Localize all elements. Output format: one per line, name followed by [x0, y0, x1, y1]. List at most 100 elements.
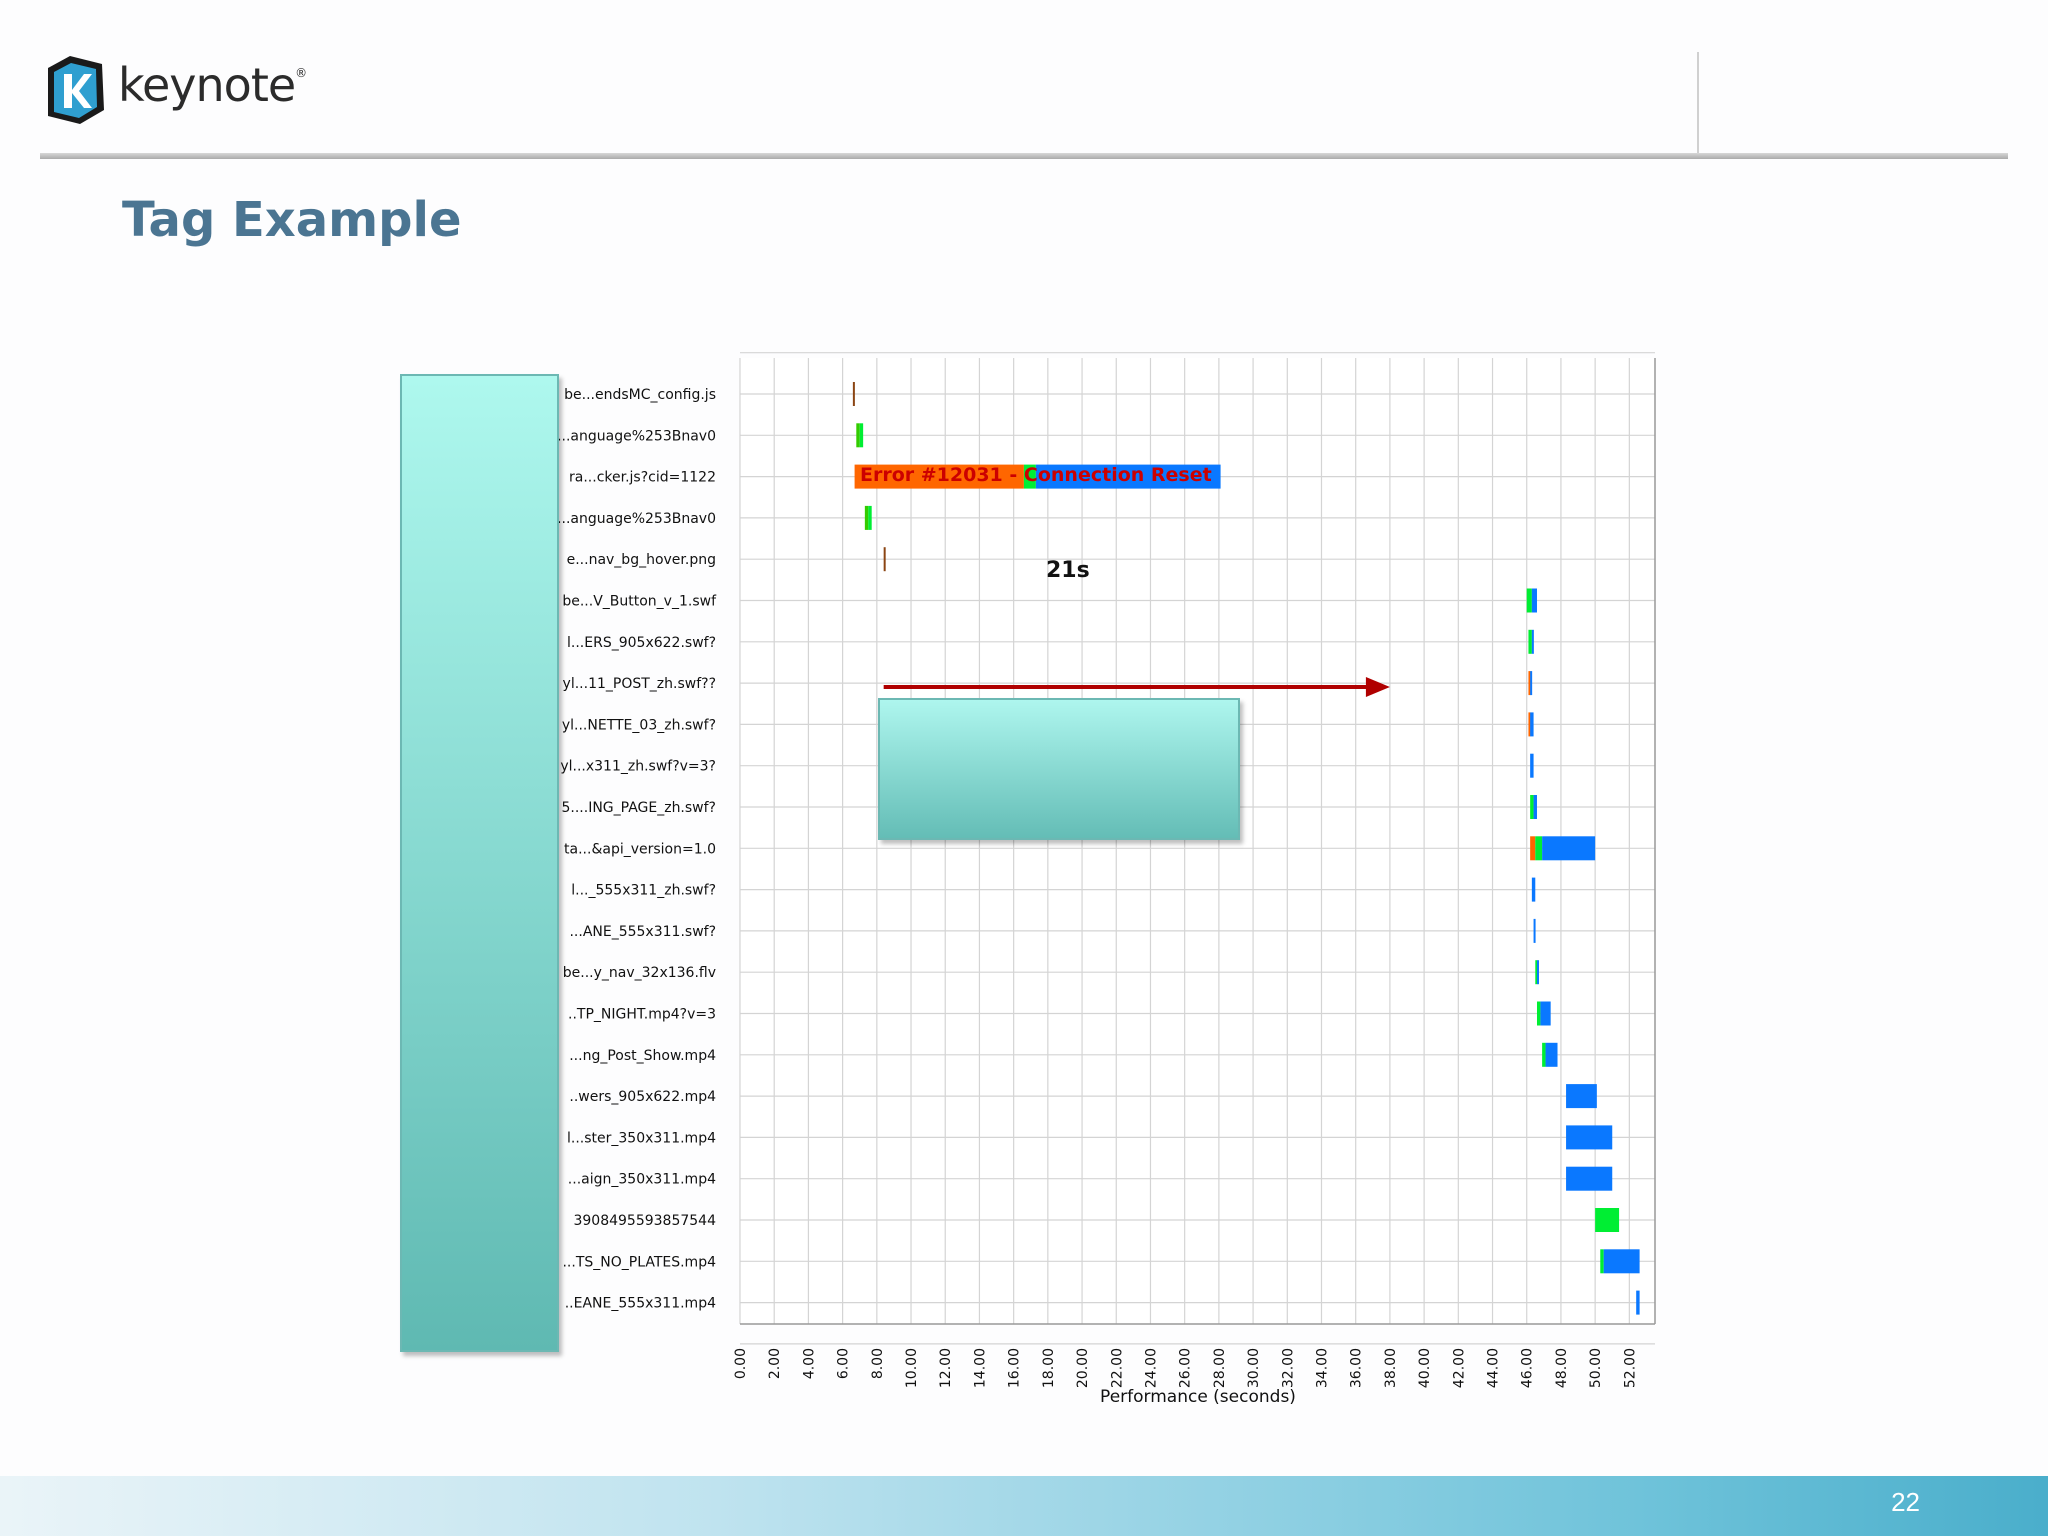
x-tick-label: 0.00	[733, 1348, 749, 1379]
row-label: e...nav_bg_hover.png	[567, 552, 716, 568]
timing-bar-segment	[1526, 588, 1532, 613]
x-tick-label: 28.00	[1212, 1348, 1228, 1388]
timing-bar-segment	[1600, 1249, 1604, 1274]
timing-bar-segment	[859, 423, 864, 448]
row-label: ...aign_350x311.mp4	[568, 1172, 716, 1188]
row-label: ...TS_NO_PLATES.mp4	[562, 1254, 716, 1270]
row-label: ..wers_905x622.mp4	[569, 1089, 716, 1105]
slide-title: Tag Example	[122, 192, 462, 248]
timing-bar-segment	[1023, 464, 1036, 489]
row-label: ...anguage%253Bnav0	[557, 428, 716, 444]
error-annotation: Error #12031 - Connection Reset	[860, 464, 1212, 486]
x-tick-label: 4.00	[801, 1348, 817, 1379]
redaction-panel-left	[400, 374, 559, 1352]
plot-area	[740, 358, 1655, 1324]
x-axis-label: Performance (seconds)	[1100, 1387, 1296, 1407]
row-labels: be...endsMC_config.js ...anguage%253Bnav0…	[557, 387, 717, 1312]
timing-bar-segment	[1530, 753, 1534, 778]
row-label: 5....ING_PAGE_zh.swf?	[561, 800, 716, 816]
timing-bar-segment	[1035, 464, 1221, 489]
waterfall-chart: be...endsMC_config.js ...anguage%253Bnav0…	[557, 352, 1656, 1407]
header-rule	[40, 153, 2008, 159]
x-tick-label: 18.00	[1041, 1348, 1057, 1388]
x-tick-label: 52.00	[1622, 1348, 1638, 1388]
timing-bar-segment	[1530, 795, 1534, 819]
x-tick-label: 42.00	[1451, 1348, 1467, 1388]
timing-bar-segment	[1536, 960, 1539, 985]
row-label: l..._555x311_zh.swf?	[571, 883, 716, 899]
timing-bar-segment	[854, 464, 1024, 489]
timing-bar-segment	[1528, 629, 1532, 654]
row-label: ..TP_NIGHT.mp4?v=3	[568, 1007, 716, 1023]
page-number: 22	[1891, 1487, 1920, 1517]
x-tick-label: 6.00	[836, 1348, 852, 1379]
timing-bar-segment	[1531, 588, 1537, 613]
x-tick-label: 44.00	[1486, 1348, 1502, 1388]
timing-bars	[852, 382, 1640, 1315]
x-tick-label: 16.00	[1007, 1348, 1023, 1388]
timing-bar-segment	[856, 423, 860, 448]
timing-bar-segment	[1528, 671, 1531, 696]
timing-bar-segment	[1530, 836, 1536, 861]
row-label: l...ERS_905x622.swf?	[567, 635, 716, 651]
slide-header: keynote®	[0, 0, 2048, 160]
timing-bar-segment	[1533, 918, 1536, 943]
x-tick-label: 2.00	[767, 1348, 783, 1379]
x-tick-label: 32.00	[1280, 1348, 1296, 1388]
timing-bar-segment	[868, 505, 872, 530]
row-label: yl...x311_zh.swf?v=3?	[560, 759, 716, 775]
timing-bar-segment	[1530, 712, 1534, 737]
x-tick-label: 22.00	[1109, 1348, 1125, 1388]
x-tick-label: 38.00	[1383, 1348, 1399, 1388]
error-label: Error #12031 - Connection Reset	[860, 464, 1212, 486]
x-tick-label: 50.00	[1588, 1348, 1604, 1388]
registered-mark: ®	[295, 66, 307, 80]
row-label: yl...11_POST_zh.swf??	[563, 676, 716, 692]
x-tick-label: 24.00	[1143, 1348, 1159, 1388]
x-tick-label: 14.00	[972, 1348, 988, 1388]
timing-bar-segment	[1566, 1125, 1613, 1150]
timing-bar-segment	[1636, 1290, 1640, 1315]
footer-band	[0, 1476, 2048, 1536]
grid-lines	[739, 352, 1656, 1345]
timing-bar-segment	[883, 547, 886, 572]
arrow-head	[1365, 677, 1390, 697]
timing-bar-segment	[1531, 877, 1536, 902]
error-code-text: Error #12031 -	[860, 464, 1024, 486]
row-label: l...ster_350x311.mp4	[567, 1130, 716, 1146]
timing-bar-segment	[1531, 629, 1534, 654]
row-label: ..EANE_555x311.mp4	[565, 1296, 716, 1312]
timing-bar-segment	[1566, 1084, 1597, 1109]
error-reason-text: Connection Reset	[1024, 464, 1212, 486]
row-label: be...y_nav_32x136.flv	[563, 965, 716, 981]
x-tick-label: 46.00	[1520, 1348, 1536, 1388]
timing-bar-segment	[1535, 960, 1538, 985]
timing-bar-segment	[1542, 836, 1596, 861]
x-tick-label: 40.00	[1417, 1348, 1433, 1388]
brand-name: keynote®	[118, 58, 307, 112]
x-tick-labels: 0.00 2.00 4.00 6.00 8.00 10.00 12.00 14.00 16.00…	[733, 1348, 1638, 1388]
x-tick-label: 20.00	[1075, 1348, 1091, 1388]
redaction-panel-middle	[878, 698, 1240, 840]
x-tick-label: 48.00	[1554, 1348, 1570, 1388]
x-tick-label: 30.00	[1246, 1348, 1262, 1388]
duration-label: 21s	[1046, 558, 1090, 583]
header-divider	[1697, 52, 1699, 155]
timing-bar-segment	[1540, 1001, 1551, 1026]
timing-bar-segment	[1528, 712, 1531, 737]
x-tick-label: 10.00	[904, 1348, 920, 1388]
x-tick-label: 26.00	[1178, 1348, 1194, 1388]
keynote-logo-icon	[40, 52, 110, 128]
timing-bar-segment	[1533, 795, 1537, 819]
x-tick-label: 36.00	[1349, 1348, 1365, 1388]
x-tick-label: 12.00	[938, 1348, 954, 1388]
timing-bar-segment	[1535, 836, 1543, 861]
row-label: 3908495593857544	[573, 1213, 716, 1229]
timing-bar-segment	[1530, 671, 1533, 696]
timing-bar-segment	[1542, 1042, 1546, 1067]
timing-bar-segment	[852, 382, 855, 406]
row-label: yl...NETTE_03_zh.swf?	[562, 717, 716, 733]
row-label: be...endsMC_config.js	[564, 387, 716, 403]
timing-bar-segment	[1536, 1001, 1541, 1026]
timing-bar-segment	[1545, 1042, 1558, 1067]
